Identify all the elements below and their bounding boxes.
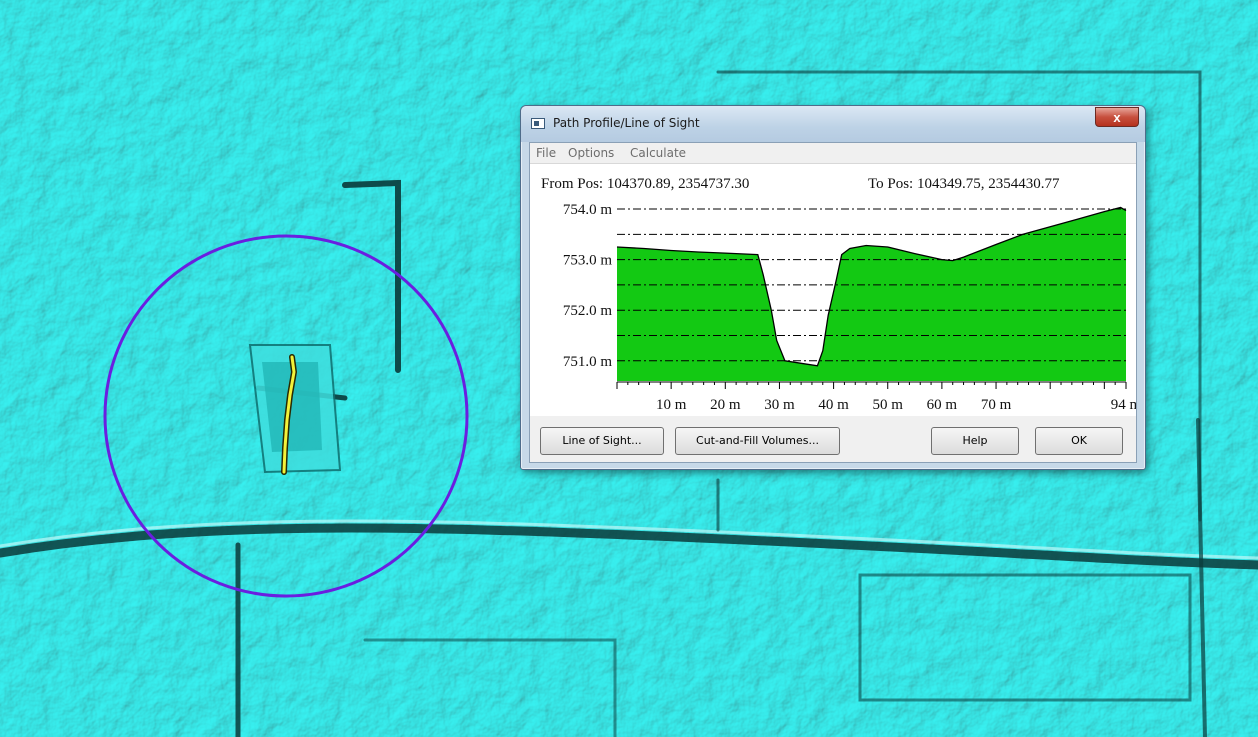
to-position-label: To Pos: 104349.75, 2354430.77: [868, 176, 1060, 192]
dialog-titlebar[interactable]: Path Profile/Line of Sight x: [521, 106, 1145, 142]
help-button[interactable]: Help: [931, 427, 1019, 455]
field-boundary-south: [858, 573, 1192, 702]
y-tick-label: 753.0 m: [563, 253, 613, 269]
field-boundary-west: [363, 638, 617, 737]
x-tick-label: 40 m: [818, 397, 849, 413]
terrain-profile-area: [617, 207, 1126, 381]
elevation-profile-chart: 751.0 m 752.0 m 753.0 m 754.0 m 10 m 20 m 30 m…: [563, 202, 1136, 413]
x-tick-label: 20 m: [710, 397, 741, 413]
profile-chart-area[interactable]: From Pos: 104370.89, 2354737.30 To Pos: …: [530, 164, 1136, 416]
terrain-profile-outline: [616, 206, 1127, 367]
ok-button[interactable]: OK: [1035, 427, 1123, 455]
ridge-north: [342, 179, 401, 373]
path-profile-dialog[interactable]: Path Profile/Line of Sight x File Option…: [520, 105, 1146, 470]
menu-options[interactable]: Options: [568, 146, 615, 160]
line-of-sight-button[interactable]: Line of Sight...: [540, 427, 664, 455]
x-tick-label: 94 m: [1111, 397, 1136, 413]
menu-calculate[interactable]: Calculate: [630, 146, 687, 160]
x-tick-label: 50 m: [873, 397, 904, 413]
window-icon: [531, 118, 545, 129]
menu-bar: File Options Calculate: [530, 143, 1136, 164]
cut-and-fill-volumes-button[interactable]: Cut-and-Fill Volumes...: [675, 427, 840, 455]
x-tick-label: 60 m: [927, 397, 958, 413]
map-terrain-features: [0, 70, 1258, 737]
x-tick-label: 10 m: [656, 397, 687, 413]
menu-file[interactable]: File: [536, 146, 557, 160]
road-horizontal: [0, 523, 1258, 570]
y-tick-label: 752.0 m: [563, 303, 613, 319]
road-edge-light: [0, 519, 1258, 560]
y-tick-label: 751.0 m: [563, 354, 613, 370]
dialog-client-area: File Options Calculate From Pos: 104370.…: [529, 142, 1137, 463]
dialog-title: Path Profile/Line of Sight: [553, 116, 700, 130]
x-tick-label: 30 m: [764, 397, 795, 413]
selection-circle[interactable]: [103, 234, 469, 598]
x-tick-label: 70 m: [981, 397, 1012, 413]
profile-path-line-highlight: [282, 355, 296, 474]
excavation-pit: [248, 344, 342, 474]
close-button[interactable]: x: [1095, 107, 1139, 127]
y-tick-label: 754.0 m: [563, 202, 613, 218]
field-boundary-east: [716, 70, 1202, 522]
from-position-label: From Pos: 104370.89, 2354737.30: [541, 176, 750, 192]
